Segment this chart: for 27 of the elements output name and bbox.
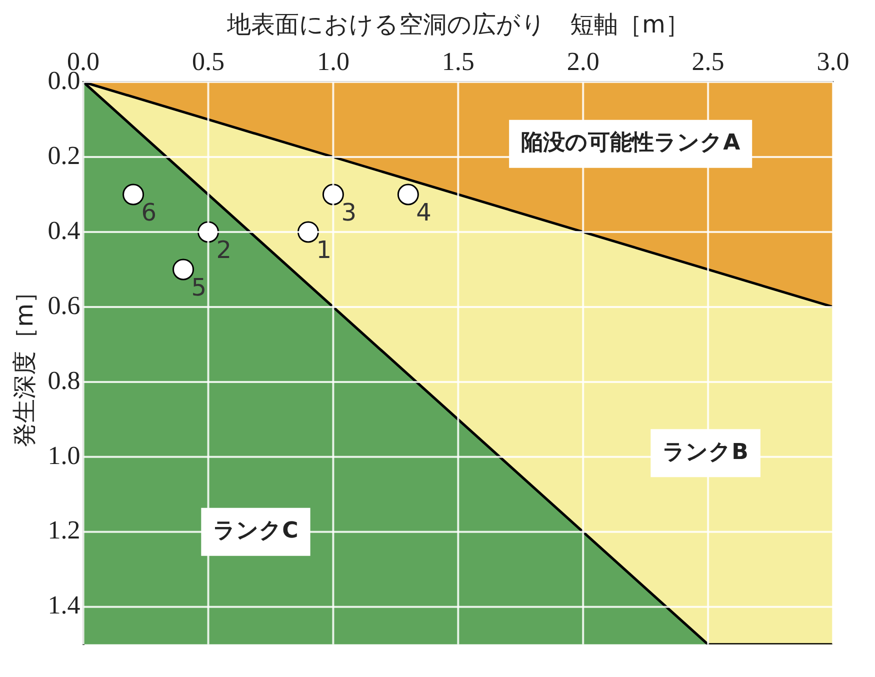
series-label: 5 [191,274,207,302]
annotation: ランクC [213,518,298,544]
y-tick-label: 0.2 [48,140,80,170]
point [397,184,419,206]
series-label: 4 [416,198,432,227]
series-label: 6 [141,198,157,227]
x-tick-label: 0.5 [192,47,224,76]
point [172,258,194,280]
series-label: 1 [316,236,332,264]
y-axis-title: 発生深度［m］ [10,280,39,447]
annotation: ランクB [662,440,748,465]
x-tick-label: 3.0 [816,47,850,76]
y-tick-label: 1.2 [48,516,80,545]
x-tick-label: 2.0 [566,47,600,76]
y-tick-label: 1.0 [48,440,80,470]
x-tick-label: 1.0 [316,47,350,76]
series-label: 3 [341,198,356,227]
point [122,184,144,206]
y-tick-label: 0.6 [48,290,80,320]
annotation: 陥没の可能性ランクA [521,130,740,156]
y-tick-label: 0.8 [48,366,80,395]
x-tick-label: 2.5 [692,47,724,76]
series-label: 2 [216,236,232,264]
y-tick-label: 1.4 [48,590,80,620]
x-tick-label: 1.5 [442,47,474,76]
y-tick-label: 0.4 [48,216,80,245]
x-axis-title: 地表面における空洞の広がり 短軸［m］ [226,10,690,39]
